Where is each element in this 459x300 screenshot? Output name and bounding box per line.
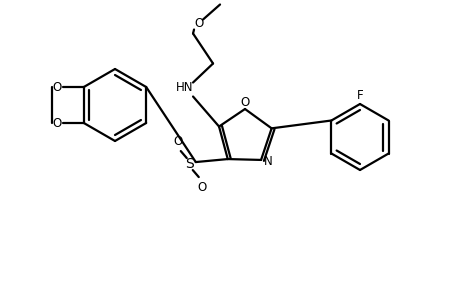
Text: O: O [173, 135, 182, 148]
Text: S: S [185, 157, 194, 171]
Text: F: F [356, 88, 363, 101]
Text: O: O [194, 17, 203, 30]
Text: O: O [197, 181, 206, 194]
Text: HN: HN [176, 81, 193, 94]
Text: O: O [52, 80, 62, 94]
Text: O: O [240, 95, 249, 109]
Text: N: N [263, 155, 272, 168]
Text: O: O [52, 116, 62, 130]
